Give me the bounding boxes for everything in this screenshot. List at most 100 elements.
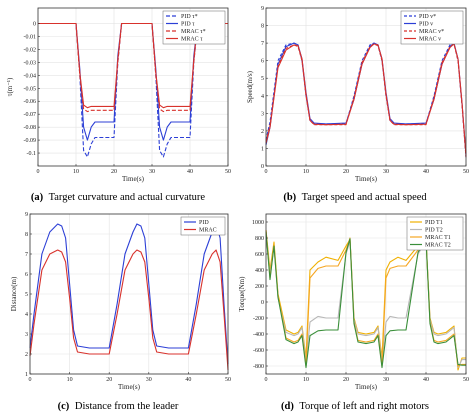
ytick-label-c-5: 6 bbox=[25, 272, 28, 278]
ytick-label-c-7: 8 bbox=[25, 232, 28, 238]
series-line-d-2 bbox=[265, 229, 466, 367]
xtick-label-a-3: 30 bbox=[149, 169, 155, 175]
legend-label-a-2: MRAC τ* bbox=[181, 29, 206, 35]
legend-label-d-0: PID T1 bbox=[425, 220, 443, 226]
ytick-label-b-4: 4 bbox=[261, 94, 264, 100]
ytick-label-d-5: 0 bbox=[261, 300, 264, 306]
ytick-label-c-3: 4 bbox=[25, 312, 28, 318]
caption-c: (c) Distance from the leader bbox=[58, 401, 179, 412]
ylabel-d: Torque(Nm) bbox=[238, 276, 246, 312]
ytick-label-b-3: 3 bbox=[261, 111, 264, 117]
ytick-label-a-0: 0 bbox=[33, 22, 36, 28]
ylabel-c: Distance(m) bbox=[10, 276, 18, 311]
xtick-label-a-2: 20 bbox=[111, 169, 117, 175]
legend-label-a-0: PID τ* bbox=[181, 14, 198, 20]
ytick-label-a-6: -0.06 bbox=[24, 99, 37, 105]
ytick-label-c-6: 7 bbox=[25, 252, 28, 258]
xtick-label-b-3: 30 bbox=[383, 169, 389, 175]
legend-label-b-1: PID v bbox=[419, 22, 433, 28]
ytick-label-d-1: 800 bbox=[255, 236, 264, 242]
xtick-label-c-5: 50 bbox=[225, 377, 231, 383]
ytick-label-b-0: 0 bbox=[261, 164, 264, 170]
series-line-a-3 bbox=[38, 22, 228, 109]
ytick-label-b-5: 5 bbox=[261, 76, 264, 82]
series-line-d-3 bbox=[265, 231, 466, 369]
xtick-label-d-2: 20 bbox=[343, 377, 349, 383]
xtick-label-d-1: 10 bbox=[303, 377, 309, 383]
xtick-label-b-0: 0 bbox=[265, 169, 268, 175]
ylabel-a: τ(m⁻¹) bbox=[6, 77, 14, 96]
xtick-label-c-2: 20 bbox=[106, 377, 112, 383]
xtick-label-a-0: 0 bbox=[37, 169, 40, 175]
legend-label-b-3: MRAC v bbox=[419, 37, 441, 43]
ytick-label-a-7: -0.07 bbox=[24, 112, 37, 118]
panel-d-chart: 0 10 20 30 40 50 1000 800 600 400 200 0 -200 -400 -600… bbox=[238, 213, 469, 391]
legend-label-d-1: PID T2 bbox=[425, 228, 443, 234]
series-line-c-0 bbox=[29, 223, 229, 365]
panel-a-chart: 0 10 20 30 40 50 0 -0.01 -0.02 -0.03 -0.04 -0.05 -0.… bbox=[6, 7, 231, 183]
legend-label-d-3: MRAC T2 bbox=[425, 243, 451, 249]
ytick-label-b-7: 7 bbox=[261, 41, 264, 47]
ytick-label-c-8: 9 bbox=[25, 212, 28, 218]
ytick-label-d-4: 200 bbox=[255, 284, 264, 290]
legend-label-b-0: PID v* bbox=[419, 14, 436, 20]
ytick-label-d-2: 600 bbox=[255, 252, 264, 258]
xlabel-a: Time(s) bbox=[122, 175, 145, 183]
ytick-label-b-6: 6 bbox=[261, 59, 264, 65]
legend-label-c-0: PID bbox=[199, 220, 209, 226]
ytick-label-d-6: -200 bbox=[253, 316, 264, 322]
ytick-label-b-1: 1 bbox=[261, 146, 264, 152]
legend-label-a-1: PID τ bbox=[181, 22, 195, 28]
axes-frame-a bbox=[37, 7, 229, 167]
xtick-label-c-3: 30 bbox=[146, 377, 152, 383]
axes-frame-b bbox=[265, 7, 467, 167]
series-line-b-0 bbox=[265, 42, 467, 158]
series-line-d-1 bbox=[265, 233, 466, 369]
xlabel-d: Time(s) bbox=[355, 383, 378, 391]
series-line-d-0 bbox=[265, 229, 466, 371]
legend-label-c-1: MRAC bbox=[199, 228, 217, 234]
xtick-label-a-5: 50 bbox=[225, 169, 231, 175]
ytick-label-b-2: 2 bbox=[261, 129, 264, 135]
ytick-label-d-3: 400 bbox=[255, 268, 264, 274]
ytick-label-c-1: 2 bbox=[25, 352, 28, 358]
legend-label-a-3: MRAC τ bbox=[181, 37, 203, 43]
xtick-label-d-3: 30 bbox=[383, 377, 389, 383]
xtick-label-c-0: 0 bbox=[29, 377, 32, 383]
xtick-label-b-2: 20 bbox=[343, 169, 349, 175]
ytick-label-a-8: -0.08 bbox=[24, 125, 37, 131]
xtick-label-a-4: 40 bbox=[187, 169, 193, 175]
series-line-c-1 bbox=[29, 249, 229, 371]
ytick-label-b-8: 8 bbox=[261, 24, 264, 30]
ytick-label-d-7: -400 bbox=[253, 332, 264, 338]
ytick-label-a-1: -0.01 bbox=[24, 34, 37, 40]
xtick-label-b-4: 40 bbox=[423, 169, 429, 175]
xlabel-b: Time(s) bbox=[355, 175, 378, 183]
ytick-label-b-9: 9 bbox=[261, 6, 264, 12]
ytick-label-c-4: 5 bbox=[25, 292, 28, 298]
ytick-label-c-2: 3 bbox=[25, 332, 28, 338]
xtick-label-a-1: 10 bbox=[73, 169, 79, 175]
ytick-label-a-5: -0.05 bbox=[24, 86, 37, 92]
caption-b: (b) Target speed and actual speed bbox=[283, 192, 427, 203]
xtick-label-c-4: 40 bbox=[185, 377, 191, 383]
xtick-label-b-1: 10 bbox=[303, 169, 309, 175]
ytick-label-d-0: 1000 bbox=[252, 220, 264, 226]
legend-label-b-2: MRAC v* bbox=[419, 29, 444, 35]
axes-frame-d bbox=[265, 213, 467, 375]
xtick-label-d-4: 40 bbox=[423, 377, 429, 383]
ytick-label-a-2: -0.02 bbox=[24, 47, 37, 53]
panel-b-chart: 0 10 20 30 40 50 0 1 2 3 4 5 6 7 8 9 Time(s) Speed(m/s) PI… bbox=[246, 6, 469, 183]
xlabel-c: Time(s) bbox=[118, 383, 141, 391]
caption-d: (d) Torque of left and right motors bbox=[281, 401, 429, 412]
xtick-label-d-5: 50 bbox=[463, 377, 469, 383]
ylabel-b: Speed(m/s) bbox=[246, 70, 254, 103]
ytick-label-d-8: -600 bbox=[253, 348, 264, 354]
xtick-label-b-5: 50 bbox=[463, 169, 469, 175]
xtick-label-d-0: 0 bbox=[265, 377, 268, 383]
ytick-label-a-10: -0.1 bbox=[27, 151, 37, 157]
ytick-label-a-9: -0.09 bbox=[24, 138, 37, 144]
ytick-label-d-9: -800 bbox=[253, 364, 264, 370]
panel-c-chart: 0 10 20 30 40 50 1 2 3 4 5 6 7 8 9 Time(s) Distance(m) PI… bbox=[10, 212, 231, 391]
